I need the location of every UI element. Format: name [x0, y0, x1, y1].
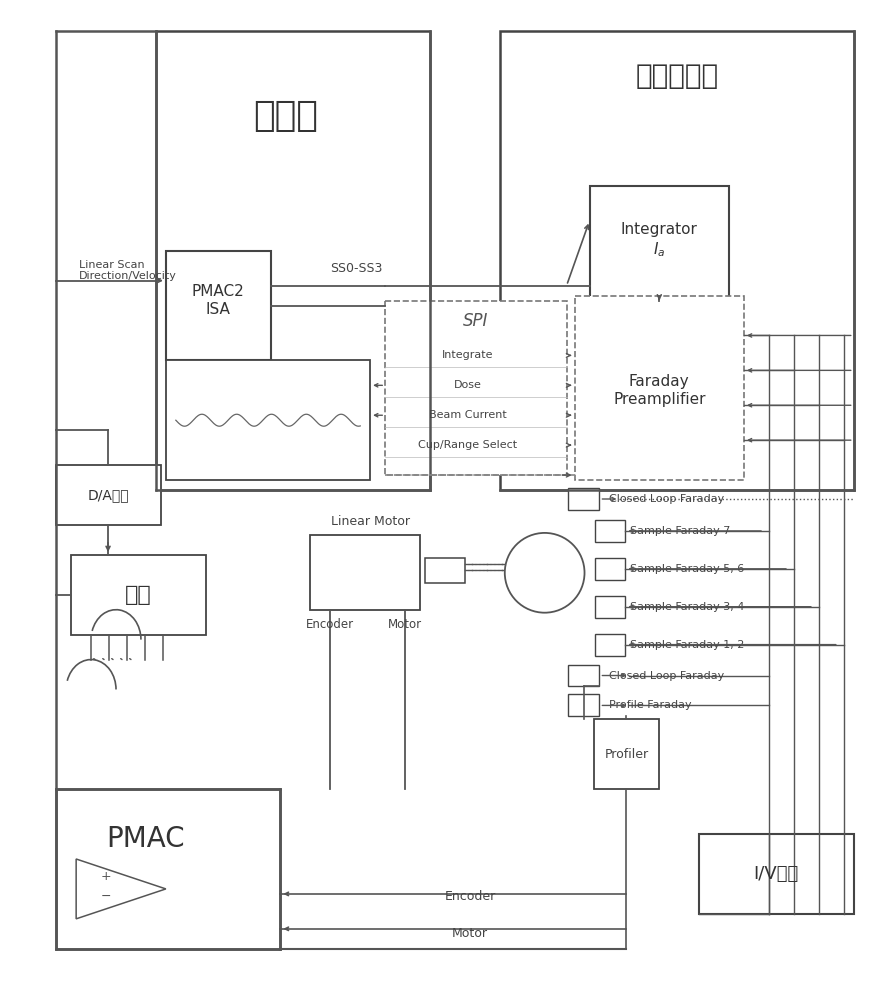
FancyBboxPatch shape — [596, 520, 625, 542]
Text: Motor: Motor — [452, 927, 488, 940]
FancyBboxPatch shape — [699, 834, 854, 914]
Text: SPI: SPI — [463, 312, 489, 330]
Text: Dose: Dose — [454, 380, 482, 390]
Text: Closed Loop Faraday: Closed Loop Faraday — [610, 671, 725, 681]
FancyBboxPatch shape — [385, 301, 566, 475]
Text: PMAC: PMAC — [106, 825, 186, 853]
FancyBboxPatch shape — [310, 535, 420, 610]
Text: Linear Scan
Direction/Velocity: Linear Scan Direction/Velocity — [79, 260, 177, 281]
Text: Encoder: Encoder — [307, 618, 354, 631]
FancyBboxPatch shape — [425, 558, 465, 583]
FancyBboxPatch shape — [568, 694, 599, 716]
FancyBboxPatch shape — [156, 31, 430, 490]
Text: +: + — [101, 870, 111, 883]
Text: 剂量控制器: 剂量控制器 — [636, 62, 719, 90]
Text: PMAC2
ISA: PMAC2 ISA — [192, 284, 244, 317]
FancyBboxPatch shape — [590, 186, 729, 301]
Text: Linear Motor: Linear Motor — [331, 515, 409, 528]
FancyBboxPatch shape — [57, 465, 161, 525]
Text: Integrator
$I_a$: Integrator $I_a$ — [621, 222, 698, 259]
Text: 工控机: 工控机 — [253, 99, 318, 133]
Text: Sample Faraday 5, 6: Sample Faraday 5, 6 — [631, 564, 745, 574]
Circle shape — [505, 533, 584, 613]
FancyBboxPatch shape — [500, 31, 854, 490]
Text: Faraday
Preamplifier: Faraday Preamplifier — [613, 374, 706, 407]
Text: Integrate: Integrate — [442, 350, 494, 360]
Text: Profiler: Profiler — [604, 748, 648, 761]
Text: Encoder: Encoder — [444, 890, 496, 903]
Text: Motor: Motor — [388, 618, 422, 631]
FancyBboxPatch shape — [71, 555, 206, 635]
FancyBboxPatch shape — [596, 558, 625, 580]
Text: Cup/Range Select: Cup/Range Select — [418, 440, 517, 450]
FancyBboxPatch shape — [596, 634, 625, 656]
Text: I/V转换: I/V转换 — [753, 865, 799, 883]
FancyBboxPatch shape — [568, 488, 599, 510]
Text: SS0-SS3: SS0-SS3 — [330, 262, 382, 275]
Polygon shape — [76, 859, 165, 919]
FancyBboxPatch shape — [595, 719, 659, 789]
Text: Beam Current: Beam Current — [429, 410, 507, 420]
FancyBboxPatch shape — [165, 360, 370, 480]
Text: Sample Faraday 3, 4: Sample Faraday 3, 4 — [631, 602, 745, 612]
FancyBboxPatch shape — [165, 251, 271, 360]
Text: Sample Faraday 7: Sample Faraday 7 — [631, 526, 731, 536]
Text: D/A转换: D/A转换 — [87, 488, 129, 502]
FancyBboxPatch shape — [57, 789, 280, 949]
Text: Sample Faraday 1, 2: Sample Faraday 1, 2 — [631, 640, 745, 650]
Text: 磁铁: 磁铁 — [125, 585, 152, 605]
FancyBboxPatch shape — [596, 596, 625, 618]
Text: Profile Faraday: Profile Faraday — [610, 700, 692, 710]
FancyBboxPatch shape — [575, 296, 744, 480]
FancyBboxPatch shape — [568, 665, 599, 686]
Text: Closed Loop Faraday: Closed Loop Faraday — [610, 494, 725, 504]
Text: −: − — [101, 890, 111, 903]
